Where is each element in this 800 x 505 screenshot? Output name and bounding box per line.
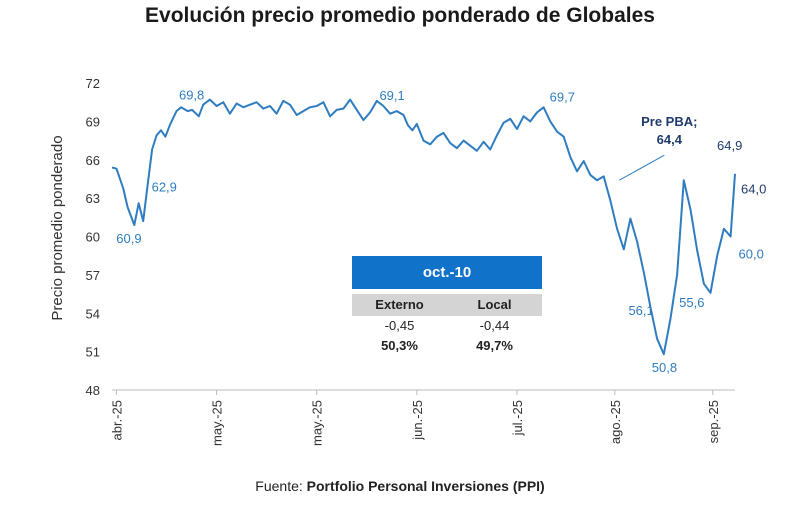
data-label: 69,7 bbox=[550, 89, 575, 104]
share-externo: 50,3% bbox=[381, 338, 418, 353]
data-label: 62,9 bbox=[152, 179, 177, 194]
series-group bbox=[111, 98, 736, 356]
table-column-headers: Externo Local bbox=[352, 294, 542, 316]
data-label: 60,9 bbox=[116, 231, 141, 246]
annotation-line2: 64,4 bbox=[657, 132, 683, 147]
source-name: Portfolio Personal Inversiones (PPI) bbox=[306, 478, 545, 494]
data-label: 69,8 bbox=[179, 87, 204, 102]
x-tick-label: abr.-25 bbox=[109, 400, 124, 440]
y-tick-label: 57 bbox=[86, 268, 100, 283]
column-externo: Externo bbox=[375, 297, 424, 312]
data-label: 69,1 bbox=[379, 88, 404, 103]
chart-title: Evolución precio promedio ponderado de G… bbox=[145, 4, 655, 27]
value-local: -0,44 bbox=[479, 318, 510, 333]
table-row-shares: 50,3% 49,7% bbox=[352, 336, 542, 356]
y-axis-label: Precio promedio ponderado bbox=[49, 135, 66, 320]
y-tick-label: 72 bbox=[86, 76, 100, 91]
flow-table: oct.-10 Externo Local -0,45 -0,44 50,3% … bbox=[352, 256, 542, 356]
annotation-line1: Pre PBA; bbox=[641, 114, 697, 129]
x-tick-label: may.-25 bbox=[210, 400, 225, 446]
y-tick-label: 60 bbox=[86, 230, 100, 245]
x-tick-label: may.-25 bbox=[310, 400, 325, 446]
series-line bbox=[111, 98, 736, 356]
y-tick-label: 54 bbox=[86, 306, 100, 321]
source-note: Fuente: Portfolio Personal Inversiones (… bbox=[0, 478, 800, 494]
y-tick-label: 51 bbox=[86, 345, 100, 360]
source-prefix: Fuente: bbox=[255, 478, 307, 494]
annotation-leader bbox=[619, 154, 665, 181]
annotation-group: Pre PBA; 64,4 bbox=[619, 114, 697, 181]
data-label: 56,1 bbox=[628, 303, 653, 318]
x-tick-label: sep.-25 bbox=[706, 400, 721, 443]
x-tick-label: jun.-25 bbox=[410, 400, 425, 441]
x-tick-label: ago.-25 bbox=[608, 400, 623, 444]
x-axis: abr.-25 may.-25 may.-25 jun.-25 jul.-25 ago.-… bbox=[109, 389, 735, 446]
value-externo: -0,45 bbox=[384, 318, 415, 333]
y-tick-label: 63 bbox=[86, 191, 100, 206]
data-label: 60,0 bbox=[739, 247, 764, 262]
table-row-values: -0,45 -0,44 bbox=[352, 316, 542, 336]
data-label: 64,0 bbox=[741, 181, 766, 196]
x-tick-label: jul.-25 bbox=[510, 400, 525, 436]
y-tick-label: 69 bbox=[86, 114, 100, 129]
y-axis: 48 51 54 57 60 63 66 69 72 bbox=[86, 76, 100, 398]
data-label: 50,8 bbox=[652, 360, 677, 375]
share-local: 49,7% bbox=[476, 338, 513, 353]
table-header: oct.-10 bbox=[352, 256, 542, 289]
y-tick-label: 48 bbox=[86, 383, 100, 398]
data-labels: 60,9 62,9 69,8 69,1 69,7 56,1 50,8 55,6 60,0 64,9… bbox=[116, 87, 766, 375]
column-local: Local bbox=[477, 297, 512, 312]
data-label: 55,6 bbox=[679, 295, 704, 310]
data-label: 64,9 bbox=[717, 138, 742, 153]
y-tick-label: 66 bbox=[86, 153, 100, 168]
